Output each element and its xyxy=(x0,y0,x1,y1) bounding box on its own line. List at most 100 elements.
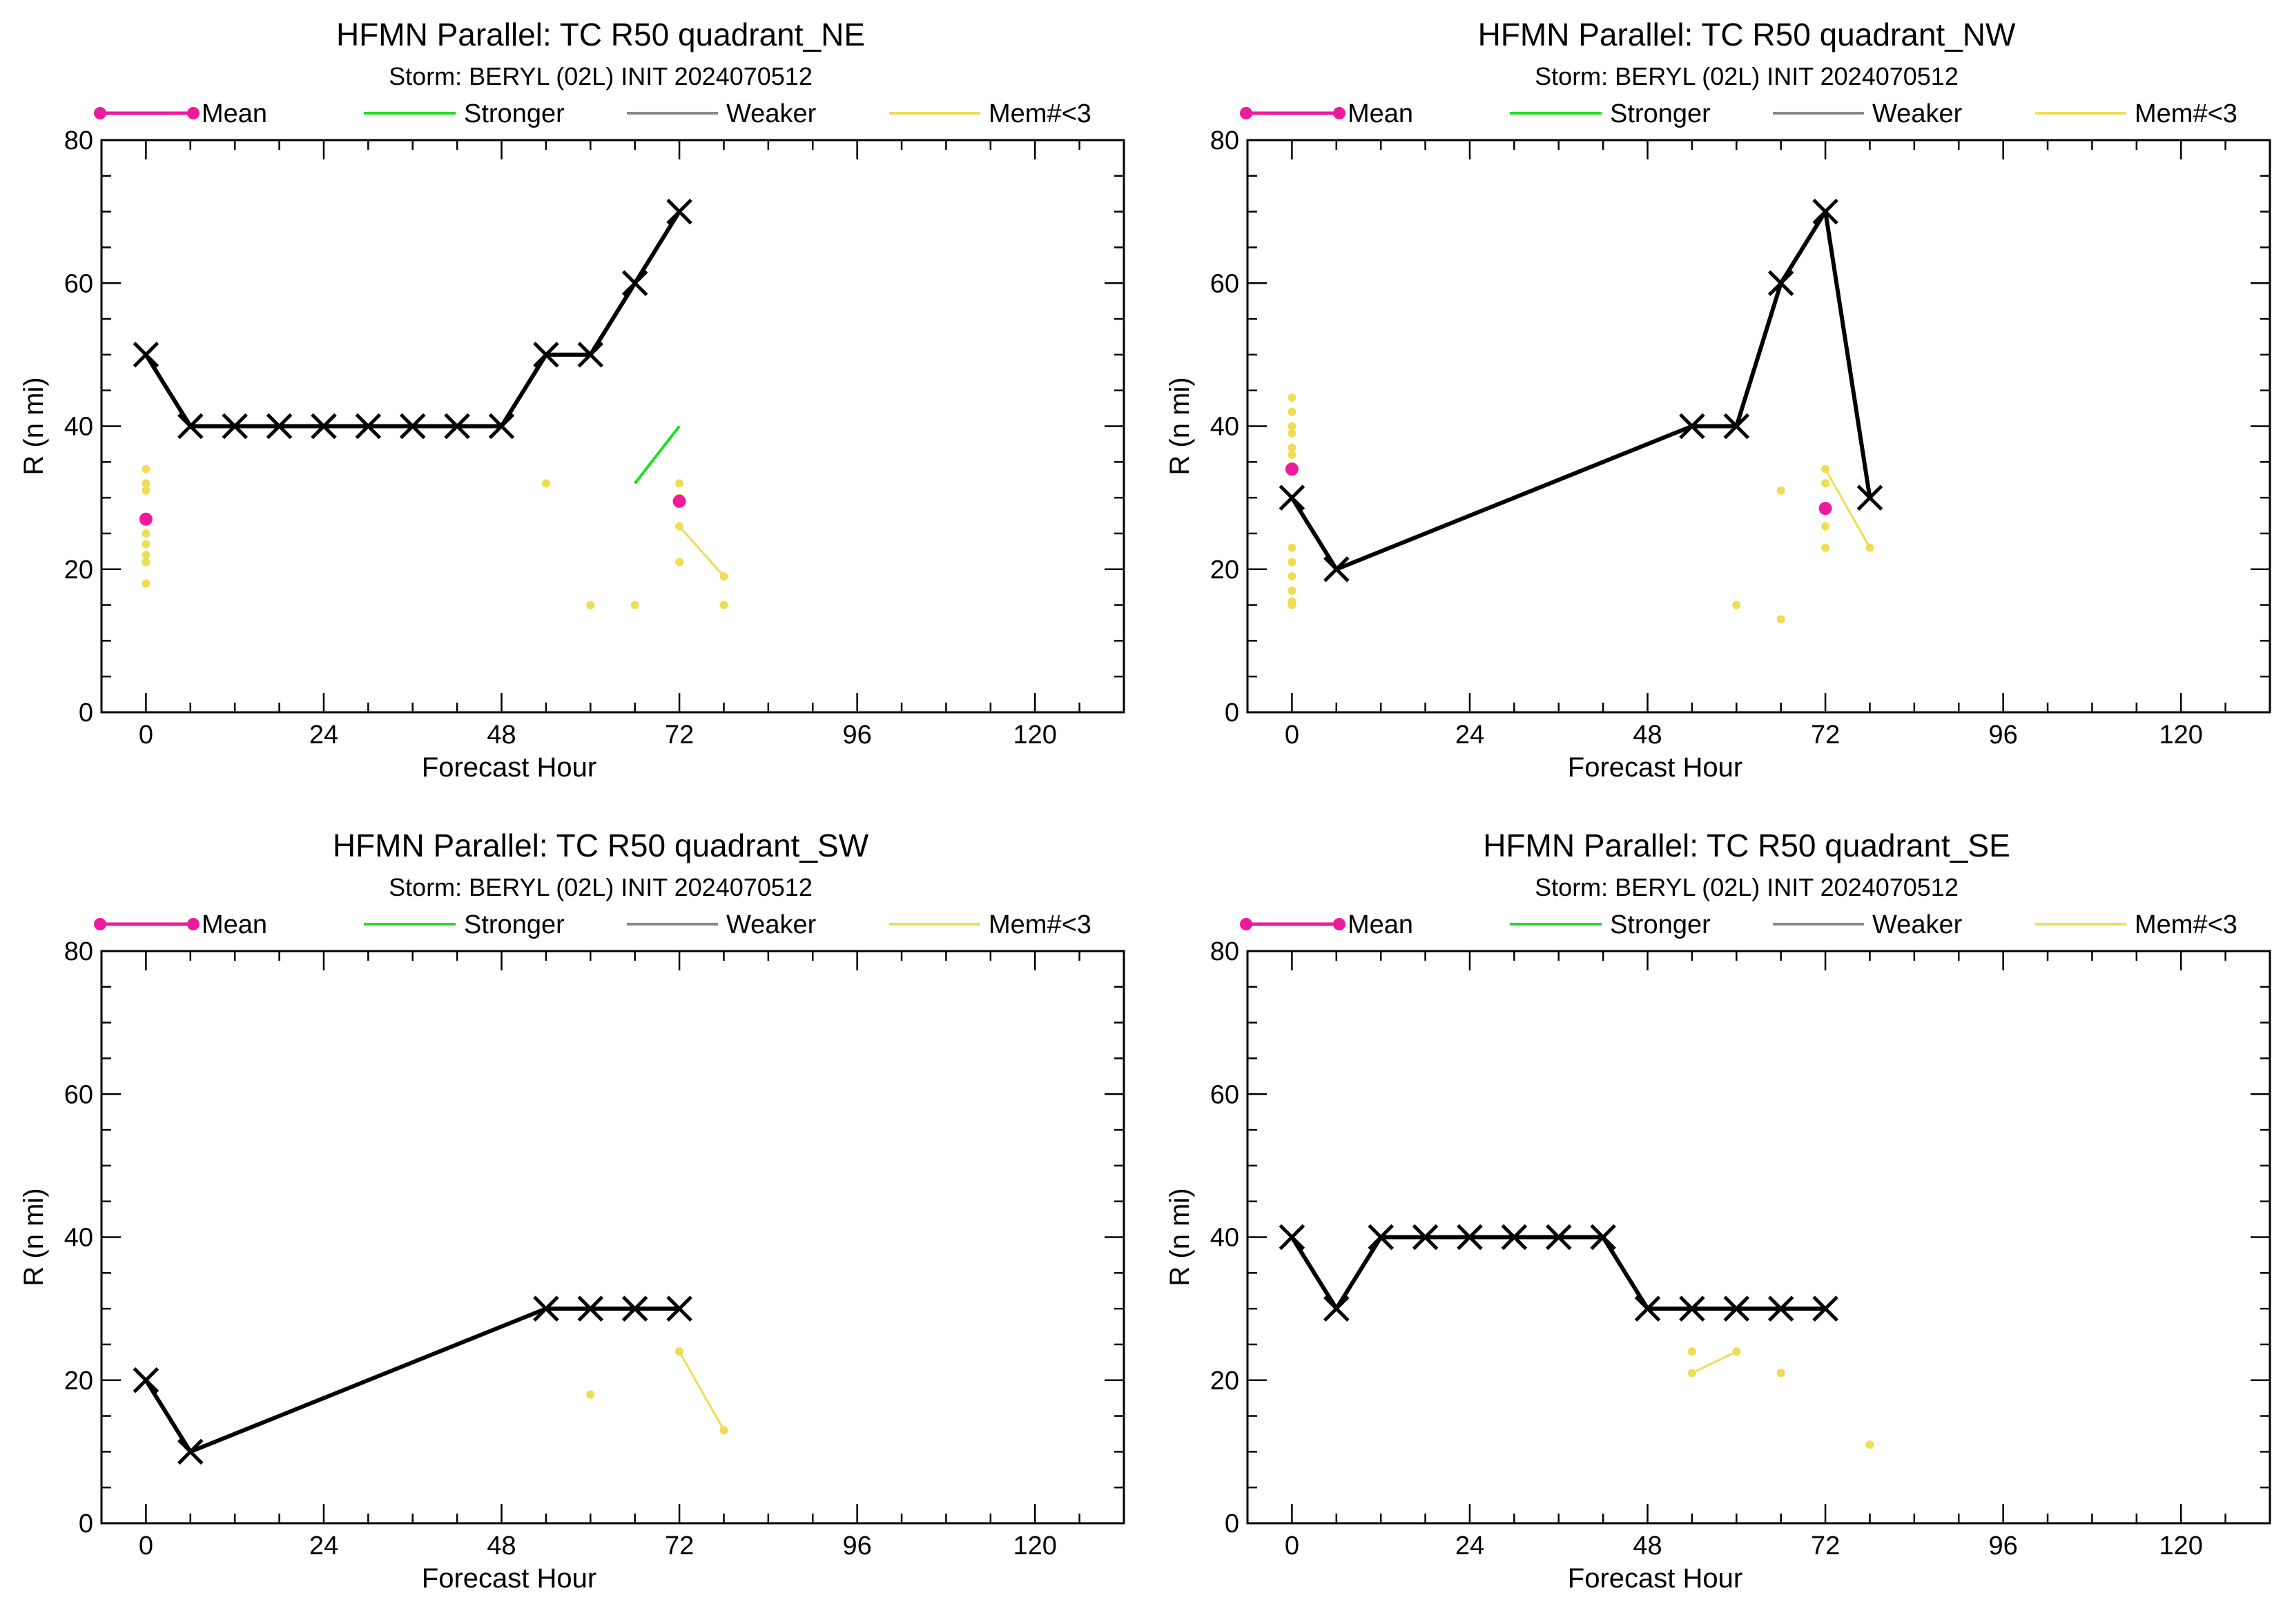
member-line xyxy=(678,1351,725,1431)
chart-panel-2: HFMN Parallel: TC R50 quadrant_NW Storm: … xyxy=(1165,17,2271,783)
member-point xyxy=(675,479,684,488)
legend: Mean Stronger Weaker Mem#<3 xyxy=(1240,910,2237,939)
consensus-x-stroke xyxy=(177,1438,204,1465)
legend-members-label: Mem#<3 xyxy=(2135,910,2237,939)
chart-title: HFMN Parallel: TC R50 quadrant_SE xyxy=(1483,828,2010,863)
consensus-x-marker xyxy=(577,1295,604,1322)
consensus-x-marker xyxy=(1323,556,1350,583)
member-point xyxy=(142,558,150,567)
member-point xyxy=(1687,1347,1696,1356)
consensus-x-stroke xyxy=(1812,198,1838,225)
member-point xyxy=(1288,543,1296,552)
legend-mean-marker xyxy=(94,918,106,930)
consensus-x-marker xyxy=(1545,1224,1572,1251)
x-tick-label: 48 xyxy=(1633,1532,1662,1561)
member-point xyxy=(1288,429,1296,438)
y-tick-label: 60 xyxy=(1210,269,1239,298)
consensus-x-marker xyxy=(1679,1295,1705,1322)
consensus-x-stroke xyxy=(1323,556,1350,583)
chart-panel-3: HFMN Parallel: TC R50 quadrant_SW Storm: … xyxy=(19,828,1125,1594)
consensus-x-stroke xyxy=(1279,485,1305,511)
y-tick-label: 40 xyxy=(64,1224,93,1253)
consensus-x-marker xyxy=(1634,1295,1661,1322)
y-tick-label: 60 xyxy=(64,269,93,298)
member-point xyxy=(675,558,684,567)
consensus-x-marker xyxy=(621,1295,648,1322)
consensus-x-marker xyxy=(177,1438,204,1465)
y-tick-label: 20 xyxy=(1210,1367,1239,1396)
y-axis-label: R (n mi) xyxy=(1165,1188,1195,1286)
legend-members-label: Mem#<3 xyxy=(989,99,1091,128)
chart-subtitle: Storm: BERYL (02L) INIT 2024070512 xyxy=(389,873,813,901)
member-point xyxy=(1732,600,1741,609)
member-point xyxy=(675,1347,684,1356)
consensus-x-marker xyxy=(1279,485,1305,511)
member-point xyxy=(586,1390,595,1399)
consensus-x-marker xyxy=(621,270,648,297)
member-point xyxy=(719,1426,728,1435)
member-point xyxy=(1776,486,1785,495)
consensus-x-stroke xyxy=(1679,1295,1705,1322)
consensus-x-marker xyxy=(1767,270,1794,297)
y-tick-label: 0 xyxy=(79,698,93,727)
x-tick-label: 120 xyxy=(1013,721,1057,750)
x-axis-label: Forecast Hour xyxy=(1568,752,1742,783)
legend-weaker-label: Weaker xyxy=(726,910,817,939)
legend-weaker-label: Weaker xyxy=(726,99,817,128)
member-point xyxy=(142,486,150,495)
consensus-x-stroke xyxy=(222,413,248,440)
consensus-x-stroke xyxy=(577,1295,604,1322)
member-point xyxy=(719,572,728,581)
x-tick-label: 96 xyxy=(1989,1532,2018,1561)
legend-stronger-label: Stronger xyxy=(1610,910,1711,939)
y-tick-label: 0 xyxy=(1225,1509,1239,1538)
consensus-x-marker xyxy=(577,342,604,368)
legend-mean-marker xyxy=(1333,107,1346,119)
mean-point xyxy=(139,512,153,526)
x-tick-label: 120 xyxy=(2159,721,2203,750)
consensus-x-stroke xyxy=(1634,1295,1661,1322)
legend-members-label: Mem#<3 xyxy=(989,910,1091,939)
consensus-x-stroke xyxy=(1279,1224,1305,1251)
consensus-x-stroke xyxy=(533,1295,559,1322)
legend-mean-marker xyxy=(1333,918,1346,930)
consensus-line xyxy=(1290,209,1872,571)
member-point xyxy=(1288,450,1296,459)
consensus-x-marker xyxy=(1723,1295,1750,1322)
member-point xyxy=(142,464,150,473)
consensus-x-stroke xyxy=(1723,413,1750,440)
member-point xyxy=(586,600,595,609)
member-point xyxy=(142,529,150,538)
member-point xyxy=(1687,1369,1696,1378)
y-tick-label: 40 xyxy=(1210,413,1239,442)
consensus-x-marker xyxy=(1723,413,1750,440)
consensus-x-stroke xyxy=(1679,413,1705,440)
x-tick-label: 24 xyxy=(1455,1532,1484,1561)
member-point xyxy=(719,600,728,609)
member-point xyxy=(1821,543,1830,552)
consensus-x-marker xyxy=(666,1295,692,1322)
consensus-x-marker xyxy=(177,413,204,440)
member-point xyxy=(1865,1440,1874,1449)
x-tick-label: 24 xyxy=(309,1532,338,1561)
member-point xyxy=(1776,615,1785,624)
x-tick-label: 48 xyxy=(487,721,516,750)
consensus-x-marker xyxy=(488,413,515,440)
consensus-x-stroke xyxy=(1812,1295,1838,1322)
consensus-x-stroke xyxy=(621,1295,648,1322)
consensus-x-stroke xyxy=(1767,1295,1794,1322)
chart-title: HFMN Parallel: TC R50 quadrant_NE xyxy=(336,17,865,52)
chart-subtitle: Storm: BERYL (02L) INIT 2024070512 xyxy=(1535,62,1959,90)
x-tick-label: 24 xyxy=(1455,721,1484,750)
consensus-x-marker xyxy=(1812,198,1838,225)
y-tick-label: 20 xyxy=(1210,556,1239,585)
legend-stronger-label: Stronger xyxy=(1610,99,1711,128)
consensus-x-marker xyxy=(133,1367,159,1393)
legend: Mean Stronger Weaker Mem#<3 xyxy=(94,910,1091,939)
consensus-x-marker xyxy=(1279,1224,1305,1251)
consensus-x-marker xyxy=(1856,485,1883,511)
x-tick-label: 120 xyxy=(1013,1532,1057,1561)
x-tick-label: 24 xyxy=(309,721,338,750)
member-line xyxy=(1824,468,1871,549)
consensus-x-marker xyxy=(1679,413,1705,440)
